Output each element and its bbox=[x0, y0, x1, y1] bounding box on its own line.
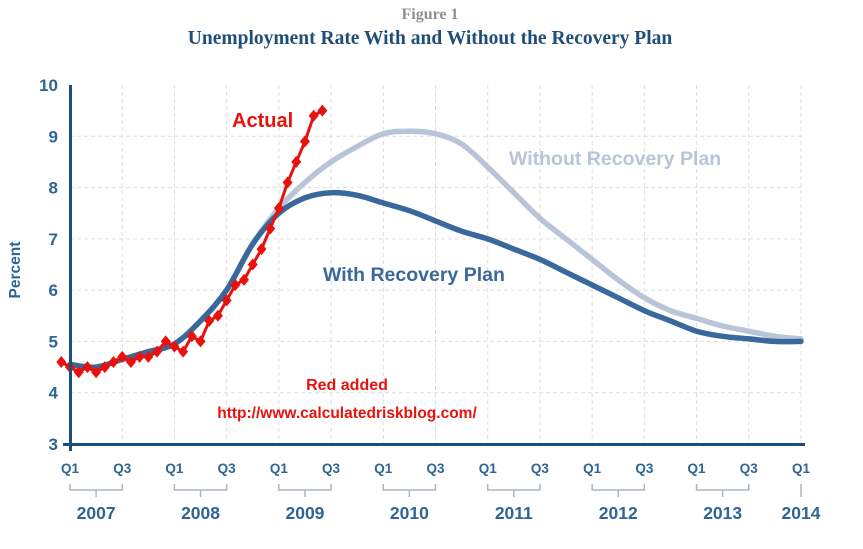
x-tick-label: Q1 bbox=[583, 461, 602, 476]
actual-diamond-marker bbox=[212, 309, 223, 322]
year-label: 2007 bbox=[77, 503, 116, 523]
actual-diamond-marker bbox=[99, 361, 110, 374]
x-tick-label: Q3 bbox=[740, 461, 759, 476]
y-tick-label: 5 bbox=[49, 332, 58, 351]
y-tick-label: 8 bbox=[49, 179, 58, 198]
year-label: 2009 bbox=[285, 503, 324, 523]
actual-diamond-marker bbox=[221, 294, 232, 307]
figure-number-label: Figure 1 bbox=[401, 6, 459, 23]
actual-diamond-marker bbox=[169, 340, 180, 353]
year-bracket bbox=[382, 484, 437, 497]
year-label: 2011 bbox=[495, 503, 533, 523]
x-tick-label: Q3 bbox=[635, 461, 654, 476]
actual-diamond-marker bbox=[82, 361, 93, 374]
actual-diamond-marker bbox=[160, 335, 171, 348]
actual-diamond-marker bbox=[143, 350, 154, 363]
annotation-text: Red added bbox=[306, 377, 388, 394]
x-tick-label: Q1 bbox=[374, 461, 393, 476]
actual-diamond-marker bbox=[152, 345, 163, 358]
year-bracket bbox=[591, 484, 646, 497]
y-axis-title: Percent bbox=[7, 242, 24, 299]
actual-diamond-marker bbox=[134, 350, 145, 363]
actual-diamond-marker bbox=[186, 330, 197, 343]
annotation-text: http://www.calculatedriskblog.com/ bbox=[217, 405, 477, 422]
figure-title: Unemployment Rate With and Without the R… bbox=[187, 28, 673, 49]
actual-diamond-marker bbox=[178, 345, 189, 358]
year-bracket bbox=[486, 484, 541, 497]
y-tick-label: 10 bbox=[39, 76, 58, 95]
x-tick-label: Q3 bbox=[113, 461, 132, 476]
actual-diamond-marker bbox=[273, 202, 284, 215]
year-label: 2012 bbox=[599, 503, 638, 523]
actual-diamond-marker bbox=[247, 258, 258, 271]
y-tick-label: 7 bbox=[49, 230, 58, 249]
x-tick-label: Q1 bbox=[688, 461, 707, 476]
x-tick-label: Q1 bbox=[270, 461, 289, 476]
x-tick-label: Q3 bbox=[531, 461, 550, 476]
x-tick-label: Q3 bbox=[426, 461, 445, 476]
actual-diamond-marker bbox=[91, 366, 102, 379]
series-label-with-recovery-plan: With Recovery Plan bbox=[323, 264, 505, 286]
year-label: 2014 bbox=[782, 503, 821, 523]
actual-diamond-marker bbox=[204, 314, 215, 327]
actual-diamond-marker bbox=[308, 109, 319, 122]
actual-diamond-marker bbox=[195, 335, 206, 348]
actual-diamond-marker bbox=[291, 155, 302, 168]
x-tick-label: Q1 bbox=[792, 461, 811, 476]
actual-diamond-marker bbox=[108, 355, 119, 368]
year-label: 2008 bbox=[181, 503, 220, 523]
x-tick-label: Q1 bbox=[165, 461, 184, 476]
actual-diamond-marker bbox=[282, 176, 293, 189]
x-tick-label: Q3 bbox=[218, 461, 237, 476]
actual-diamond-marker bbox=[239, 273, 250, 286]
year-bracket bbox=[173, 484, 228, 497]
actual-diamond-marker bbox=[230, 279, 241, 292]
x-tick-label: Q1 bbox=[479, 461, 498, 476]
actual-diamond-marker bbox=[299, 135, 310, 148]
y-tick-label: 3 bbox=[49, 435, 58, 454]
year-bracket bbox=[278, 484, 332, 497]
series-label-without-recovery-plan: Without Recovery Plan bbox=[509, 148, 721, 170]
y-tick-label: 6 bbox=[49, 281, 58, 300]
actual-diamond-marker bbox=[125, 355, 136, 368]
actual-diamond-marker bbox=[73, 366, 84, 379]
y-tick-label: 9 bbox=[49, 127, 58, 146]
x-tick-label: Q1 bbox=[61, 461, 80, 476]
x-tick-label: Q3 bbox=[322, 461, 341, 476]
actual-diamond-marker bbox=[117, 350, 128, 363]
actual-diamond-marker bbox=[256, 243, 267, 256]
year-label: 2013 bbox=[703, 503, 742, 523]
actual-diamond-marker bbox=[317, 104, 328, 117]
actual-diamond-marker bbox=[265, 222, 276, 235]
year-label: 2010 bbox=[390, 503, 429, 523]
series-label-actual: Actual bbox=[232, 110, 293, 132]
series-with-recovery-plan bbox=[67, 189, 804, 370]
actual-diamond-marker bbox=[56, 355, 67, 368]
y-tick-label: 4 bbox=[49, 384, 59, 403]
year-bracket bbox=[69, 484, 123, 497]
year-bracket bbox=[695, 484, 750, 497]
